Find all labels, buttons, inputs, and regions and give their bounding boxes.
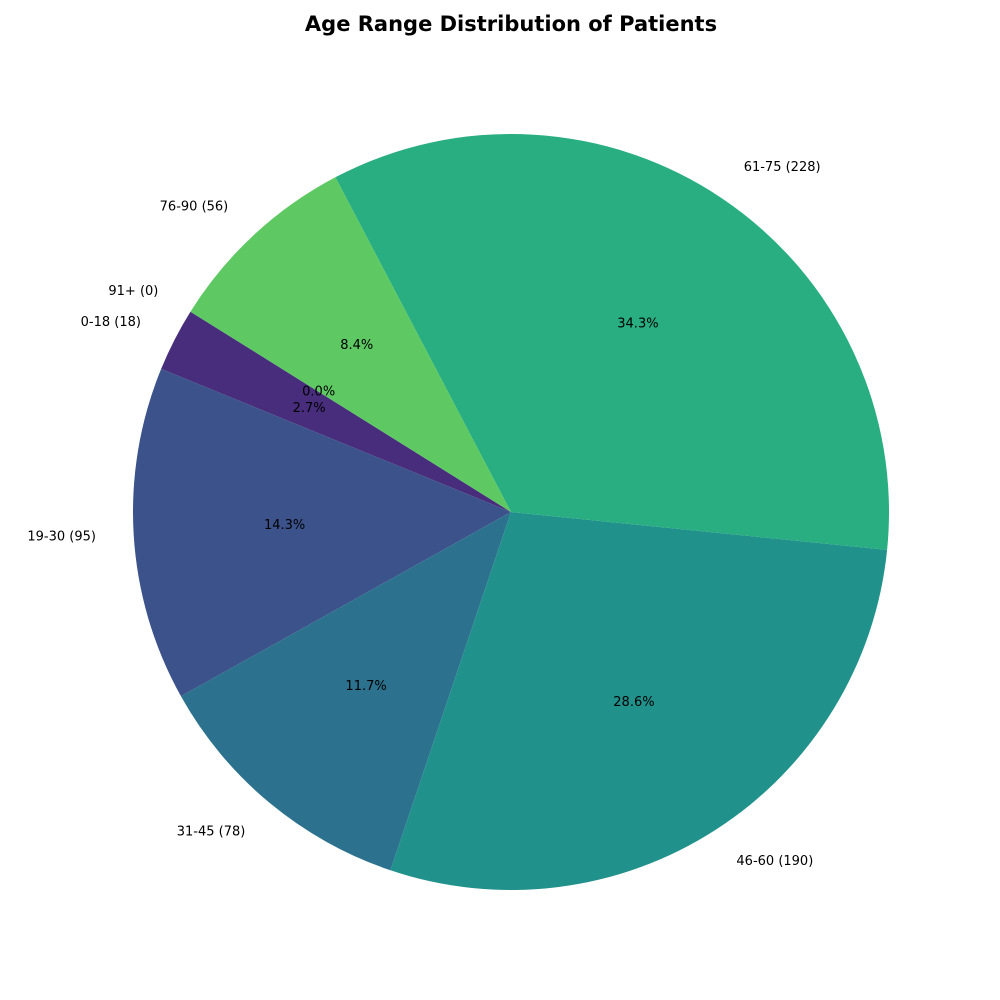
- percent-label-19-30: 14.3%: [264, 518, 305, 533]
- slice-label-91plus: 91+ (0): [108, 284, 158, 299]
- percent-label-0-18: 2.7%: [293, 401, 326, 416]
- percent-label-61-75: 34.3%: [617, 317, 658, 332]
- slice-label-76-90: 76-90 (56): [160, 200, 229, 215]
- slice-label-61-75: 61-75 (228): [744, 160, 821, 175]
- pie-slice-61-75: [335, 134, 889, 550]
- pie-slice-46-60: [390, 512, 888, 890]
- pie-slice-76-90: [190, 177, 512, 512]
- slice-label-19-30: 19-30 (95): [27, 530, 96, 545]
- slice-label-31-45: 31-45 (78): [177, 824, 246, 839]
- percent-label-91plus: 0.0%: [302, 384, 335, 399]
- percent-label-76-90: 8.4%: [340, 338, 373, 353]
- slice-labels: 0-18 (18) 19-30 (95) 31-45 (78) 46-60 (190)…: [27, 160, 820, 869]
- pie-slice-0-18: [161, 311, 511, 512]
- chart-title: Age Range Distribution of Patients: [305, 12, 717, 36]
- pie-slice-31-45: [180, 512, 512, 871]
- slice-label-46-60: 46-60 (190): [736, 854, 813, 869]
- percent-label-31-45: 11.7%: [345, 679, 386, 694]
- percent-labels: 2.7% 14.3% 11.7% 28.6% 34.3% 8.4% 0.0%: [264, 317, 659, 711]
- pie-slices: [133, 134, 889, 890]
- slice-label-0-18: 0-18 (18): [81, 315, 141, 330]
- percent-label-46-60: 28.6%: [613, 695, 654, 710]
- pie-slice-19-30: [133, 368, 511, 697]
